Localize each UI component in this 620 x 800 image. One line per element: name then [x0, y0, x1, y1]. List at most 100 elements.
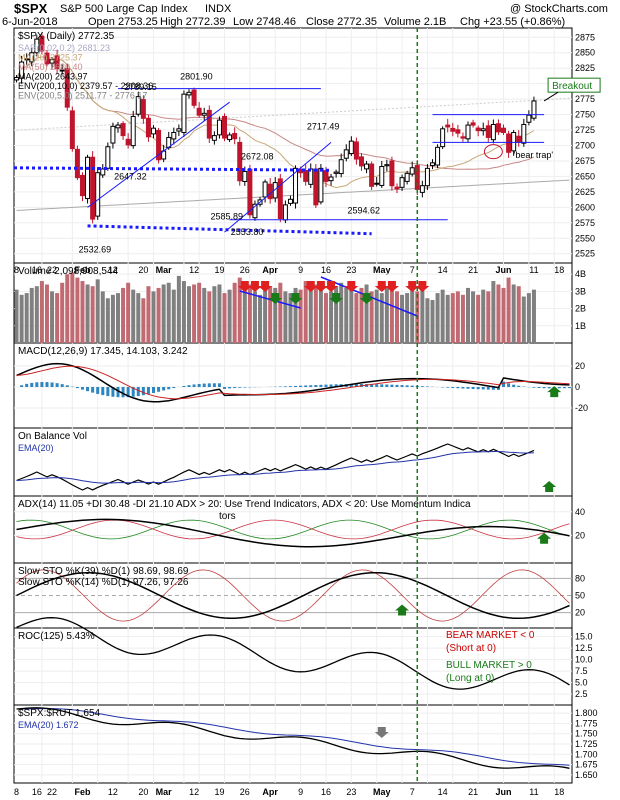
- roc-panel-title: ROC(125) 5.43%: [18, 631, 95, 642]
- macd-histogram-bar: [25, 383, 29, 387]
- macd-histogram-bar: [502, 381, 506, 387]
- macd-histogram-bar: [507, 383, 511, 387]
- volume-bar: [85, 284, 90, 343]
- down-arrow-marker: [237, 281, 252, 292]
- volume-bar: [60, 282, 65, 343]
- volume-bar: [176, 275, 181, 343]
- volume-bar: [400, 294, 405, 343]
- candle-body: [74, 148, 80, 179]
- price-marker-label: 2789.15: [124, 82, 157, 92]
- volume-bar: [471, 291, 476, 343]
- macd-histogram-bar: [329, 384, 333, 387]
- macd-histogram-bar: [187, 385, 191, 387]
- macd-histogram-bar: [162, 387, 166, 391]
- x-axis-label-bottom: 22: [47, 787, 57, 797]
- price-marker-label: 2594.62: [347, 206, 380, 216]
- ma20-line: [16, 56, 535, 189]
- macd-histogram-bar: [146, 387, 150, 395]
- price-axis-tick: 2675: [575, 156, 595, 166]
- volume-bar: [389, 284, 394, 343]
- volume-bar: [313, 284, 318, 343]
- x-axis-label-bottom: Jun: [496, 787, 512, 797]
- price-legend-entry: SAR(0.02,0.2) 2681.23: [18, 43, 110, 53]
- volume-bar: [14, 289, 19, 343]
- volume-bar: [29, 287, 34, 343]
- x-axis-label-bottom: 12: [108, 787, 118, 797]
- volume-bar: [349, 289, 354, 343]
- minus-di-line: [16, 519, 570, 540]
- volume-bar: [34, 286, 39, 343]
- macd-histogram-bar: [202, 383, 206, 387]
- volume-bar: [334, 286, 339, 343]
- macd-histogram-bar: [400, 385, 404, 387]
- stoch-panel-title-2: Slow STO %K(14) %D(1) 97.26, 97.26: [18, 577, 189, 588]
- price-axis-tick: 2600: [575, 202, 595, 212]
- down-arrow-marker: [359, 293, 374, 304]
- volume-value: Volume 2.1B: [384, 16, 447, 28]
- volume-bar: [227, 289, 232, 343]
- candle-body: [237, 141, 243, 182]
- candle-body: [495, 123, 501, 133]
- macd-histogram-bar: [517, 385, 521, 387]
- candle-body: [465, 124, 471, 140]
- candle-body: [79, 174, 85, 197]
- down-arrow-marker: [247, 281, 262, 292]
- obv-ema-line: [16, 451, 535, 484]
- macd-histogram-bar: [212, 383, 216, 387]
- candle-body: [272, 182, 278, 199]
- candle-body: [521, 123, 527, 144]
- volume-bar: [44, 284, 49, 343]
- price-axis-tick: 2750: [575, 110, 595, 120]
- volume-bar: [460, 294, 465, 343]
- candle-body: [191, 89, 197, 106]
- volume-bar: [526, 293, 531, 343]
- x-axis-label: 14: [438, 265, 448, 275]
- candle-body: [318, 167, 324, 203]
- roc-bull-note-2: (Long at 0): [446, 673, 494, 684]
- candle-body: [44, 52, 50, 65]
- macd-histogram-bar: [223, 387, 227, 389]
- ratio-ema-line: [16, 708, 570, 766]
- volume-bar: [50, 291, 55, 343]
- candle-body: [262, 181, 268, 198]
- price-legend-entry: ENV(200,10.0) 2379.57 - 2908.36: [18, 81, 153, 91]
- volume-bar: [146, 286, 151, 343]
- macd-histogram-bar: [532, 387, 536, 388]
- macd-histogram-bar: [136, 387, 140, 397]
- volume-bar: [151, 291, 156, 343]
- macd-histogram-bar: [385, 384, 389, 387]
- dotted-downtrend-upper: [13, 166, 332, 172]
- candle-body: [277, 178, 283, 219]
- candle-body: [343, 149, 349, 159]
- candle-body: [29, 52, 35, 63]
- volume-bar: [121, 287, 126, 343]
- roc-line: [16, 617, 570, 690]
- macd-histogram-bar: [131, 387, 135, 397]
- candle-body: [384, 164, 390, 167]
- macd-histogram-bar: [192, 384, 196, 387]
- volume-bar: [136, 293, 141, 343]
- volume-bar: [100, 291, 105, 343]
- macd-histogram-bar: [491, 387, 495, 390]
- macd-histogram-bar: [299, 385, 303, 387]
- x-axis-label-bottom: 23: [346, 787, 356, 797]
- macd-histogram-bar: [405, 385, 409, 387]
- macd-histogram-bar: [141, 387, 145, 396]
- volume-bar: [364, 284, 369, 343]
- candle-body: [470, 122, 476, 126]
- candle-body: [419, 185, 425, 193]
- macd-histogram-bar: [542, 387, 546, 389]
- volume-axis-tick: 3B: [575, 286, 586, 296]
- adx-panel: [13, 495, 573, 564]
- candle-body: [333, 171, 339, 174]
- volume-bar: [298, 289, 303, 343]
- x-axis-label-bottom: 20: [138, 787, 148, 797]
- candle-body: [100, 168, 106, 176]
- candle-body: [120, 123, 126, 137]
- x-axis-label: Apr: [262, 265, 278, 275]
- x-axis-label: 11: [529, 265, 538, 275]
- macd-histogram-bar: [172, 387, 176, 389]
- candle-body: [460, 136, 466, 139]
- volume-bar: [450, 293, 455, 343]
- candle-body: [267, 183, 273, 200]
